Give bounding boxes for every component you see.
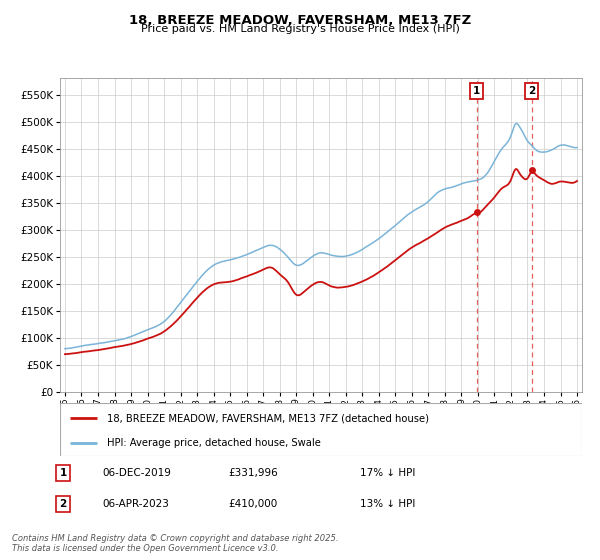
Text: 18, BREEZE MEADOW, FAVERSHAM, ME13 7FZ: 18, BREEZE MEADOW, FAVERSHAM, ME13 7FZ (129, 14, 471, 27)
Text: Contains HM Land Registry data © Crown copyright and database right 2025.
This d: Contains HM Land Registry data © Crown c… (12, 534, 338, 553)
Text: 06-APR-2023: 06-APR-2023 (102, 499, 169, 509)
Text: 1: 1 (59, 468, 67, 478)
FancyBboxPatch shape (60, 403, 582, 456)
Text: HPI: Average price, detached house, Swale: HPI: Average price, detached house, Swal… (107, 438, 321, 448)
Text: 06-DEC-2019: 06-DEC-2019 (102, 468, 171, 478)
Text: Price paid vs. HM Land Registry's House Price Index (HPI): Price paid vs. HM Land Registry's House … (140, 24, 460, 34)
Text: £331,996: £331,996 (228, 468, 278, 478)
Text: 2: 2 (59, 499, 67, 509)
Text: 1: 1 (473, 86, 480, 96)
Text: 2: 2 (528, 86, 535, 96)
Text: 18, BREEZE MEADOW, FAVERSHAM, ME13 7FZ (detached house): 18, BREEZE MEADOW, FAVERSHAM, ME13 7FZ (… (107, 413, 429, 423)
Text: 17% ↓ HPI: 17% ↓ HPI (360, 468, 415, 478)
Text: £410,000: £410,000 (228, 499, 277, 509)
Text: 13% ↓ HPI: 13% ↓ HPI (360, 499, 415, 509)
